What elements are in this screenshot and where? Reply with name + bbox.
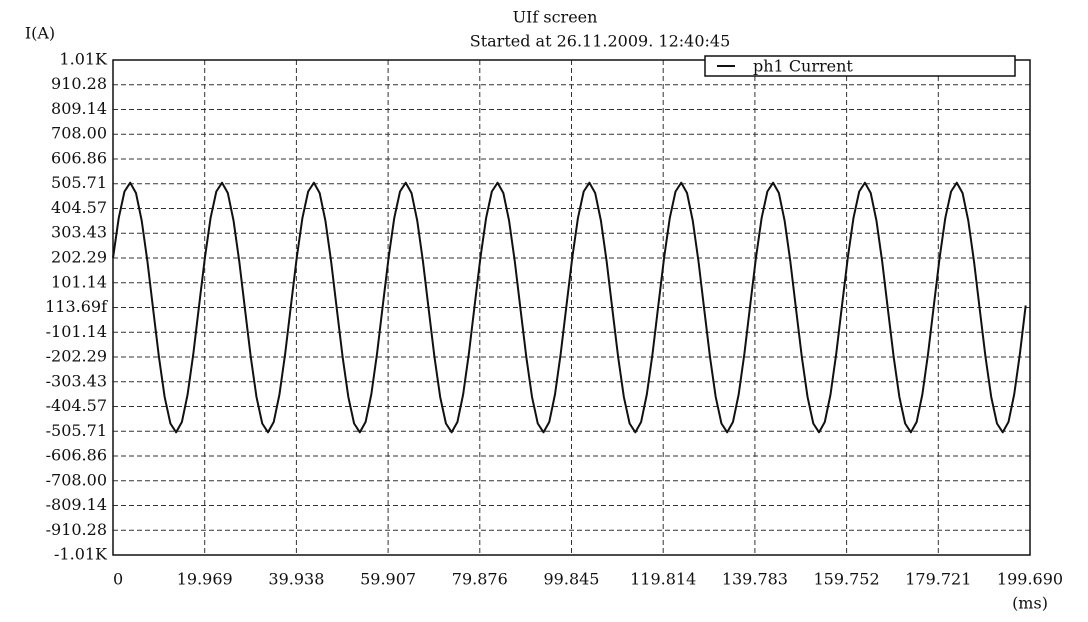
y-tick-label: -809.14 (46, 495, 107, 514)
x-tick-label: 179.721 (905, 570, 971, 589)
y-tick-label: 404.57 (51, 198, 107, 217)
y-tick-label: -505.71 (46, 421, 107, 440)
chart-subtitle: Started at 26.11.2009. 12:40:45 (470, 32, 731, 51)
y-tick-label: -1.01K (54, 545, 108, 564)
plot-border (112, 59, 1031, 556)
y-tick-label: 910.28 (51, 74, 107, 93)
x-axis-label: (ms) (1012, 594, 1048, 613)
y-tick-label: 101.14 (51, 272, 107, 291)
y-tick-label: 303.43 (51, 223, 107, 242)
y-tick-label: -708.00 (46, 470, 107, 489)
x-tick-label: 79.876 (452, 570, 508, 589)
x-tick-label: 39.938 (268, 570, 324, 589)
x-tick-label: 99.845 (544, 570, 600, 589)
y-tick-label: -404.57 (46, 396, 107, 415)
chart-title: UIf screen (513, 8, 598, 27)
x-tick-label: 19.969 (177, 570, 233, 589)
y-tick-label: 202.29 (51, 247, 107, 266)
x-tick-label: 199.690 (997, 570, 1063, 589)
data-line (112, 181, 1027, 434)
y-tick-label: 606.86 (51, 148, 107, 167)
y-axis-label: I(A) (25, 24, 55, 43)
legend-label: ph1 Current (753, 57, 853, 76)
y-tick-label: -202.29 (46, 347, 107, 366)
y-tick-label: 809.14 (51, 99, 107, 118)
y-tick-label: 505.71 (51, 173, 107, 192)
y-tick-label: -910.28 (46, 520, 107, 539)
x-tick-label: 139.783 (722, 570, 788, 589)
y-tick-label: 1.01K (59, 50, 108, 69)
y-tick-label: -101.14 (46, 322, 107, 341)
x-tick-label: 0 (113, 570, 123, 589)
y-tick-label: 708.00 (51, 124, 107, 143)
y-tick-label: -606.86 (46, 446, 107, 465)
x-tick-label: 119.814 (630, 570, 696, 589)
y-tick-label: 113.69f (45, 297, 108, 316)
legend-box (704, 55, 1016, 77)
y-tick-label: -303.43 (46, 371, 107, 390)
x-tick-label: 59.907 (360, 570, 416, 589)
x-tick-label: 159.752 (814, 570, 880, 589)
